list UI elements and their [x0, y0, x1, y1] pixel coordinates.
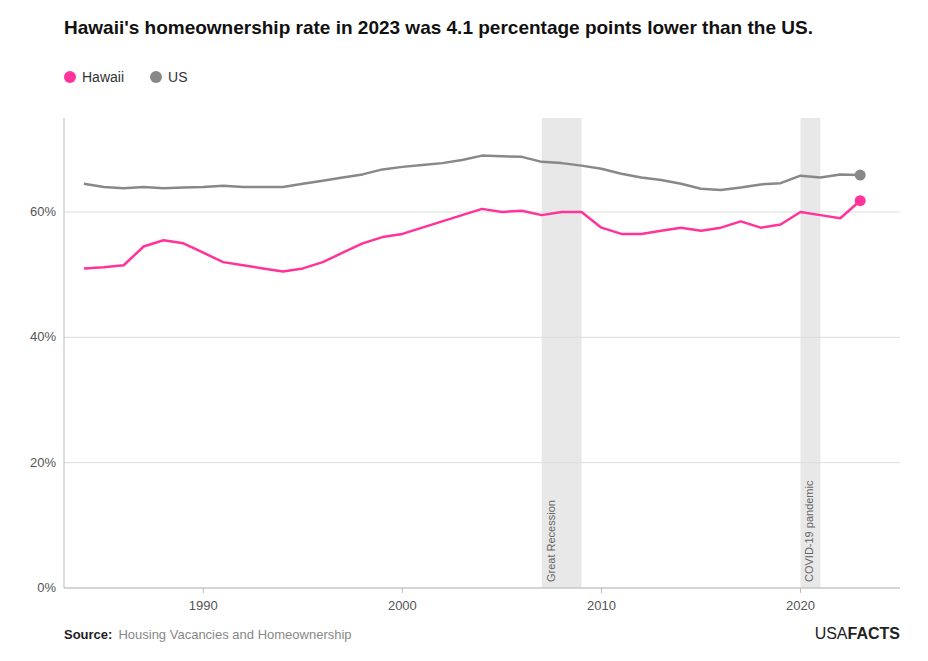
branding-part: FACTS: [848, 625, 901, 642]
x-tick-label: 2020: [786, 598, 815, 613]
bands: [542, 118, 821, 588]
title-line: Hawaii's homeownership rate in 2023 was …: [64, 17, 813, 38]
band-label: COVID-19 pandemic: [803, 480, 815, 582]
y-tick-label: 20%: [30, 455, 56, 470]
x-tick-label: 2010: [587, 598, 616, 613]
legend-swatch: [150, 71, 162, 83]
series-line: [84, 201, 860, 272]
y-tick-label: 60%: [30, 204, 56, 219]
grid-line: [64, 337, 900, 338]
band: [542, 118, 582, 588]
y-axis-line: [64, 118, 65, 588]
x-tick: [601, 588, 602, 593]
x-tick: [203, 588, 204, 593]
x-tick-label: 1990: [189, 598, 218, 613]
chart: Hawaii's homeownership rate in 2023 was …: [0, 0, 928, 661]
legend-label: US: [168, 69, 187, 85]
y-tick-label: 40%: [30, 329, 56, 344]
branding-part: USA: [815, 625, 848, 642]
source-label: Source:: [64, 627, 112, 642]
legend: Hawaii US: [64, 69, 187, 85]
grid-line: [64, 462, 900, 463]
title: Hawaii's homeownership rate in 2023 was …: [64, 17, 813, 38]
source: Housing Vacancies and Homeownership: [118, 627, 351, 642]
series-line: [84, 156, 860, 190]
x-tick: [800, 588, 801, 593]
legend-label: Hawaii: [82, 69, 124, 85]
y-axis: 0% 20% 40% 60%: [30, 204, 56, 595]
x-tick: [402, 588, 403, 593]
y-tick-label: 0%: [37, 580, 56, 595]
branding: USAFACTS: [815, 625, 901, 642]
grid-line: [64, 588, 900, 589]
grid-line: [64, 212, 900, 213]
band-labels: Great Recession COVID-19 pandemic: [545, 480, 816, 582]
legend-swatch: [64, 71, 76, 83]
end-point: [855, 170, 866, 181]
band: [800, 118, 820, 588]
x-axis: 1990 2000 2010 2020: [189, 588, 815, 613]
band-label: Great Recession: [545, 500, 557, 582]
plot: [84, 156, 866, 272]
grid: [64, 212, 900, 588]
x-tick-label: 2000: [388, 598, 417, 613]
end-point: [855, 195, 866, 206]
x-axis-line: [64, 588, 900, 589]
